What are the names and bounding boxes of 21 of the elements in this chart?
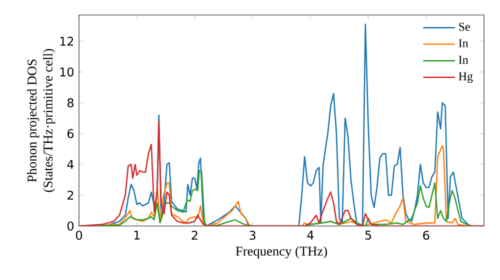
- y-tick-label: 8: [67, 98, 74, 108]
- x-tick-label: 5: [365, 230, 372, 240]
- x-tick-label: 0: [76, 230, 82, 240]
- y-tick-label: 4: [67, 160, 74, 169]
- legend-label: Hg: [458, 72, 473, 83]
- x-tick-label: 4: [307, 230, 314, 240]
- line-series: [79, 120, 484, 226]
- y-tick-label: 10: [60, 67, 74, 77]
- y-tick-label: 12: [60, 36, 74, 46]
- legend-label: In: [458, 39, 468, 48]
- y-axis-title: Phonon projected DOS (States/THz·primitive cell): [27, 49, 56, 192]
- y-tick-label: 2: [68, 190, 74, 200]
- legend-label: Se: [459, 22, 470, 31]
- x-axis-title: Frequency (THz): [236, 246, 327, 258]
- x-tick-label: 3: [250, 230, 256, 240]
- x-tick-label: 6: [423, 230, 430, 240]
- y-tick-label: 6: [67, 129, 74, 138]
- x-tick-label: 2: [192, 230, 198, 240]
- y-tick-label: 0: [67, 221, 74, 231]
- legend-label: In: [458, 56, 468, 64]
- x-tick-label: 1: [134, 230, 140, 240]
